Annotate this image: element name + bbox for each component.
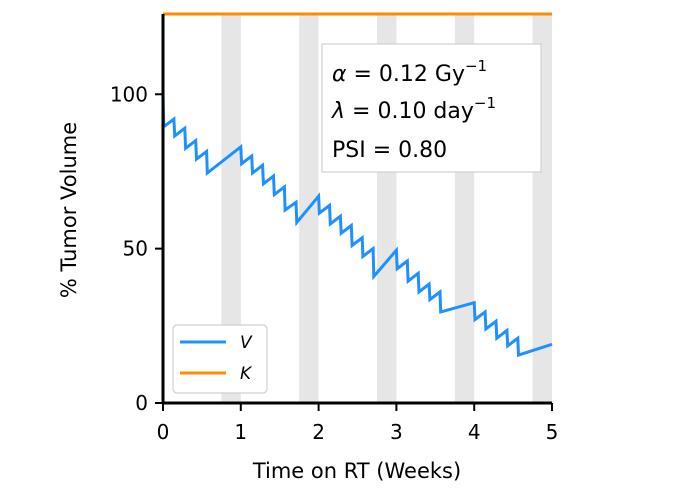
alpha-exp: −1 — [465, 57, 487, 75]
x-tick-label: 1 — [234, 420, 247, 444]
lambda-value: = 0.10 day — [345, 99, 474, 124]
legend-label-k: K — [240, 364, 253, 384]
x-tick-label: 3 — [390, 420, 403, 444]
legend-label-v: V — [240, 333, 253, 353]
y-ticks: 0 50 100 — [110, 82, 163, 415]
x-ticks: 0 1 2 3 4 5 — [157, 403, 559, 444]
y-tick-label: 0 — [135, 391, 148, 415]
x-tick-label: 2 — [312, 420, 325, 444]
y-axis-label: % Tumor Volume — [57, 122, 81, 298]
lambda-symbol: λ — [331, 99, 345, 124]
y-tick-label: 50 — [123, 237, 148, 261]
weekend-band-1 — [221, 14, 241, 403]
alpha-value: = 0.12 Gy — [347, 62, 465, 87]
annotation-box — [321, 43, 542, 173]
parameter-annotation: α = 0.12 Gy−1 λ = 0.10 day−1 PSI = 0.80 — [321, 43, 542, 173]
x-tick-label: 4 — [468, 420, 481, 444]
legend: V K — [172, 324, 268, 394]
x-tick-label: 5 — [546, 420, 559, 444]
alpha-line: α = 0.12 Gy−1 — [332, 57, 487, 87]
series-line-v — [161, 94, 553, 358]
legend-box — [172, 324, 268, 394]
series-lines — [161, 12, 553, 358]
x-tick-label: 0 — [157, 420, 170, 444]
psi-line: PSI = 0.80 — [332, 138, 447, 163]
lambda-line: λ = 0.10 day−1 — [331, 94, 496, 124]
y-tick-label: 100 — [110, 82, 148, 106]
alpha-symbol: α — [332, 62, 347, 87]
x-axis-label: Time on RT (Weeks) — [252, 459, 461, 483]
lambda-exp: −1 — [474, 94, 496, 112]
